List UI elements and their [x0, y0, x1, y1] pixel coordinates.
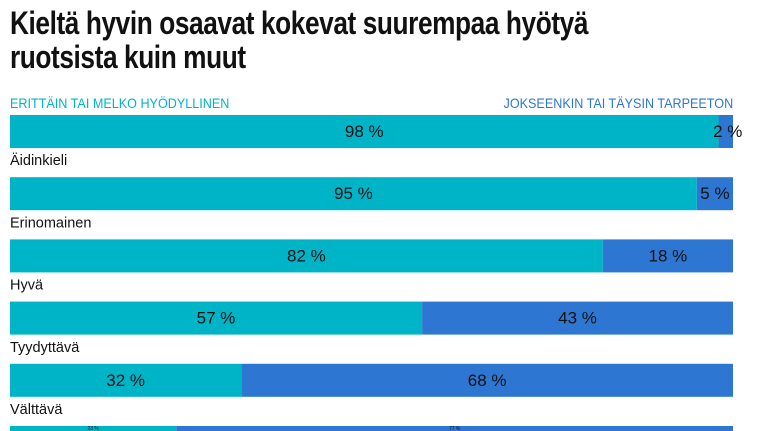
- bar-useless: [718, 115, 733, 148]
- bar-useful: [10, 177, 697, 211]
- category-label: Välttävä: [10, 402, 63, 418]
- value-label: 77 %: [449, 426, 461, 431]
- bar-useless: [602, 239, 733, 273]
- bar-useful: [10, 301, 423, 335]
- bar-useless: [241, 363, 734, 397]
- value-label: 23 %: [87, 426, 99, 431]
- bar-useful: [10, 115, 719, 148]
- bar-useless: [696, 177, 733, 211]
- bar-useful: [10, 239, 603, 273]
- category-label: Erinomainen: [10, 215, 91, 231]
- value-label: 18 %: [649, 246, 688, 265]
- chart-title: Kieltä hyvin osaavat kokevat suurempaa h…: [10, 6, 588, 74]
- bar-useless: [176, 426, 734, 431]
- title-line-2: ruotsista kuin muut: [10, 39, 246, 75]
- title-line-1: Kieltä hyvin osaavat kokevat suurempaa h…: [10, 5, 589, 41]
- value-label: 2 %: [713, 122, 742, 141]
- value-label: 68 %: [468, 371, 507, 390]
- value-label: 32 %: [106, 371, 145, 390]
- bar-useful: [10, 426, 177, 431]
- value-label: 98 %: [345, 122, 384, 141]
- bar-useless: [422, 301, 733, 335]
- category-label: Tyydyttävä: [10, 340, 80, 356]
- value-label: 43 %: [558, 309, 597, 328]
- category-label: Äidinkieli: [10, 152, 67, 169]
- category-label: Hyvä: [10, 278, 44, 294]
- bar-useful: [10, 363, 242, 397]
- value-label: 57 %: [197, 309, 236, 328]
- value-label: 82 %: [287, 246, 326, 265]
- value-label: 95 %: [334, 184, 373, 203]
- value-label: 5 %: [700, 184, 729, 203]
- legend-useless: JOKSEENKIN TAI TÄYSIN TARPEETON: [503, 95, 733, 111]
- legend-useful: ERITTÄIN TAI MELKO HYÖDYLLINEN: [10, 95, 230, 111]
